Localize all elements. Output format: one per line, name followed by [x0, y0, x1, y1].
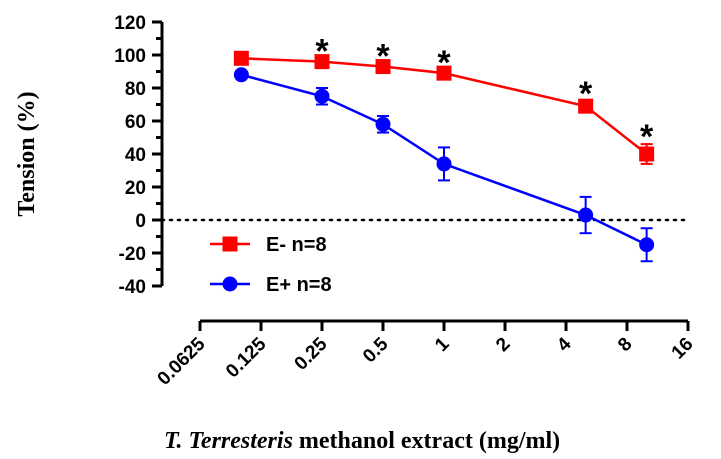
data-point: [233, 50, 249, 66]
y-tick-label: -20: [119, 244, 146, 265]
y-tick-label: 40: [125, 145, 146, 166]
data-point: [436, 65, 452, 81]
x-tick-label: 4: [553, 333, 576, 356]
y-axis-label: Tension (%): [14, 91, 40, 216]
x-tick-label: 0.25: [291, 333, 332, 374]
series-line: [241, 73, 648, 246]
data-point: [314, 54, 330, 70]
legend-marker: [222, 276, 238, 292]
legend-marker: [222, 236, 238, 252]
significance-marker: *: [315, 32, 329, 70]
data-point: [639, 146, 655, 162]
series-line: [241, 57, 648, 155]
data-point: [233, 67, 249, 83]
data-point: [436, 156, 452, 172]
significance-marker: *: [376, 37, 390, 75]
data-point: [375, 59, 391, 75]
data-point: [375, 116, 391, 132]
x-tick-label: 8: [614, 334, 636, 356]
series-2: [233, 67, 655, 263]
x-tick-label: 16: [668, 334, 698, 364]
y-tick-label: 60: [125, 112, 146, 133]
y-tick-label: 120: [114, 13, 146, 34]
significance-marker: *: [640, 118, 654, 156]
legend-item-2: E+ n=8: [210, 274, 332, 296]
x-tick-label: 0.5: [359, 333, 393, 367]
x-tick-label: 2: [492, 334, 514, 356]
x-tick-label: 0.0625: [154, 333, 210, 389]
x-tick-label: 1: [431, 333, 454, 356]
data-point: [578, 207, 594, 223]
significance-marker: *: [437, 44, 451, 82]
y-tick-label: 0: [135, 211, 146, 232]
y-tick-label: 80: [125, 79, 146, 100]
x-axis-label: T. Terresteris methanol extract (mg/ml): [164, 428, 560, 454]
y-tick-label: -40: [119, 277, 146, 298]
x-tick-label: 0.125: [222, 333, 271, 382]
significance-marker: *: [579, 75, 593, 113]
data-point: [314, 88, 330, 104]
x-axis-label-rest: methanol extract (mg/ml): [293, 428, 560, 454]
legend-label: E+ n=8: [266, 274, 332, 296]
y-tick-label: 20: [125, 178, 146, 199]
legend-item-1: E- n=8: [210, 234, 327, 256]
data-point: [639, 237, 655, 253]
data-point: [578, 98, 594, 114]
y-tick-label: 100: [114, 46, 146, 67]
series-1: [233, 50, 655, 165]
x-axis-label-italic: T. Terresteris: [164, 428, 293, 454]
legend-label: E- n=8: [266, 234, 327, 256]
